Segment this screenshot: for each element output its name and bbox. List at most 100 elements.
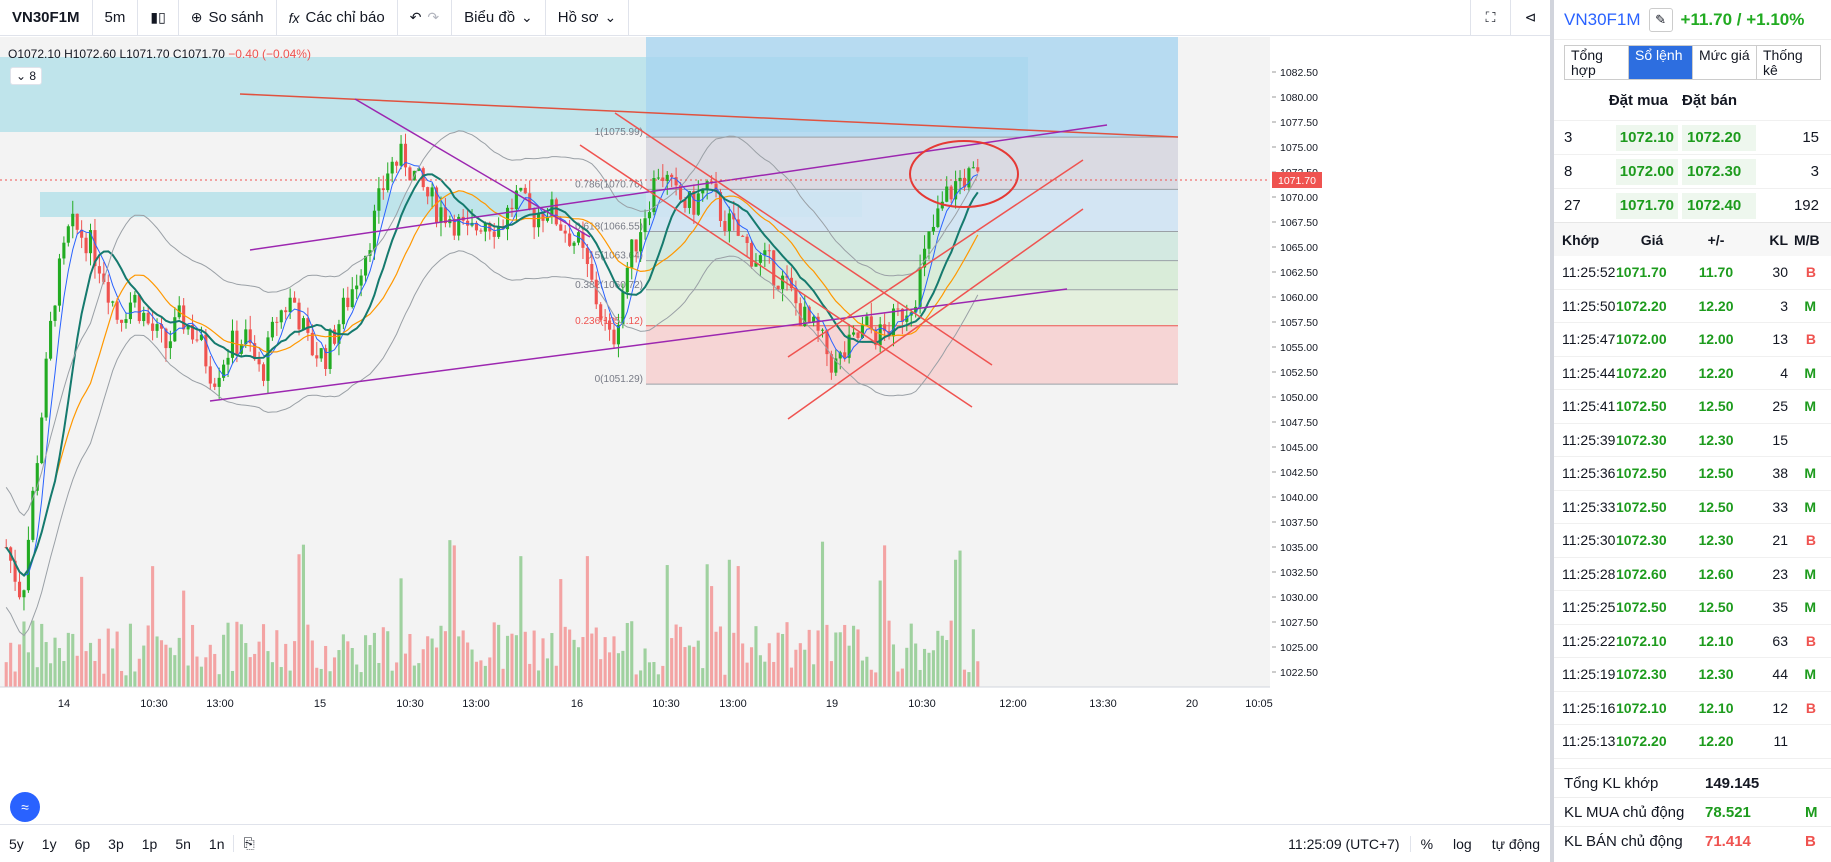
volume-bar [891,644,896,687]
legend-change: −0.40 (−0.04%) [228,47,311,61]
volume-bar [945,640,949,687]
chart-style-button[interactable]: ▮▯ [138,0,179,36]
candle-body [634,239,638,252]
goto-date-icon[interactable]: ⎘ [233,835,263,852]
range-3p[interactable]: 3p [108,835,124,852]
range-6p[interactable]: 6p [74,835,91,852]
candle-body [199,334,203,340]
x-tick-label: 13:30 [1089,698,1117,710]
orderbook-row[interactable]: 8 1072.00 1072.30 3 [1554,154,1831,188]
candle-body [519,187,523,191]
volume-bar [332,657,337,687]
candle-body [572,242,576,246]
trade-price: 1072.50 [1616,498,1667,515]
volume-bar [869,669,873,687]
trades-list[interactable]: 11:25:52 1071.70 11.70 30 B 11:25:50 1072.20 12… [1554,256,1831,768]
volume-bar [625,622,629,687]
volume-bar [794,649,798,687]
trade-volume: 25 [1772,398,1788,415]
candle-body [244,329,248,345]
candle-body [674,177,678,186]
trade-change: 12.10 [1698,632,1734,649]
trade-price: 1072.30 [1616,666,1667,683]
volume-bar [701,668,705,687]
volume-bar [718,626,723,687]
volume-bar [741,643,745,687]
fullscreen-button[interactable]: ⛶ [1470,0,1510,36]
orderbook-row[interactable]: 27 1071.70 1072.40 192 [1554,188,1831,222]
candle-body [155,324,159,331]
trade-volume: 4 [1780,364,1788,381]
candle-body [208,366,212,384]
volume-bar [528,663,532,687]
percent-toggle[interactable]: % [1420,835,1434,852]
candle-body [257,359,261,365]
range-5n[interactable]: 5n [175,835,191,852]
profile-menu[interactable]: Hồ sơ ⌄ [546,0,630,36]
indicators-button[interactable]: fx Các chỉ báo [277,0,398,36]
range-1y[interactable]: 1y [41,835,57,852]
interval-selector[interactable]: 5m [93,0,139,36]
volume-bar [439,625,443,687]
undo-icon[interactable]: ↶ [409,9,422,25]
candle-body [687,191,691,208]
candle-body [75,213,79,230]
range-1p[interactable]: 1p [141,835,158,852]
tab-muc-gia[interactable]: Mức giá [1693,46,1757,79]
volume-bar [599,659,603,687]
auto-scale-toggle[interactable]: tự động [1491,835,1540,852]
trade-time: 11:25:13 [1562,733,1616,750]
candle-body [896,308,900,310]
redo-icon[interactable]: ↷ [427,9,440,25]
volume-bar [683,647,687,687]
orderbook-row[interactable]: 3 1072.10 1072.20 15 [1554,120,1831,154]
x-tick-label: 16 [571,698,583,710]
trade-price: 1072.60 [1616,565,1667,582]
trend-line [579,144,973,408]
range-1n[interactable]: 1n [208,835,225,852]
chart-area[interactable]: 1(1075.99) 0.786(1070.76) 0.618(1066.55) 0.… [0,37,1550,824]
compare-button[interactable]: ⊕ So sánh [179,0,277,36]
price-chart[interactable]: 1(1075.99) 0.786(1070.76) 0.618(1066.55) 0.… [0,37,1550,824]
range-5y[interactable]: 5y [9,835,24,852]
trade-price: 1072.00 [1616,331,1667,348]
share-button[interactable]: ⊲ [1510,0,1550,36]
fib-label: 1(1075.99) [595,127,643,138]
trade-volume: 11 [1773,733,1788,750]
y-tick-label: 1052.50 [1280,367,1318,379]
candle-body [900,308,904,322]
candle-body [741,235,745,237]
volume-bar [417,663,421,687]
candle-body [545,216,550,221]
tab-so-lenh[interactable]: Sổ lệnh [1629,46,1693,79]
panel-change: +11.70 / +1.10% [1680,9,1805,29]
candle-body [936,208,940,227]
volume-bar [856,629,860,687]
trade-side: M [1804,599,1816,616]
volume-bar [514,635,518,687]
trade-change: 12.30 [1698,532,1734,549]
log-toggle[interactable]: log [1453,835,1472,852]
volume-bar [155,636,159,687]
volume-bar [350,648,354,687]
volume-bar [554,665,558,687]
trade-time: 11:25:47 [1562,331,1616,348]
candle-body [80,229,84,238]
tab-thong-ke[interactable]: Thống kê [1763,47,1803,78]
trade-time: 11:25:36 [1562,465,1616,482]
symbol-selector[interactable]: VN30F1M [0,0,93,36]
trade-row: 11:25:41 1072.50 12.50 25 M [1554,390,1831,424]
candle-body [479,230,483,232]
volume-bar [208,644,212,687]
tab-tong-hop[interactable]: Tổng hợp [1565,46,1629,79]
volume-bar [84,651,88,687]
candle-body [293,297,297,303]
tradingview-logo-icon[interactable]: ≈ [10,792,40,822]
edit-icon[interactable]: ✎ [1648,7,1673,32]
chart-menu[interactable]: Biểu đồ ⌄ [452,0,546,36]
volume-bar [195,656,199,687]
candle-body [869,316,873,330]
indicator-toggle[interactable]: ⌄ 8 [10,67,43,85]
candle-body [93,230,97,267]
trade-volume: 23 [1772,565,1788,582]
